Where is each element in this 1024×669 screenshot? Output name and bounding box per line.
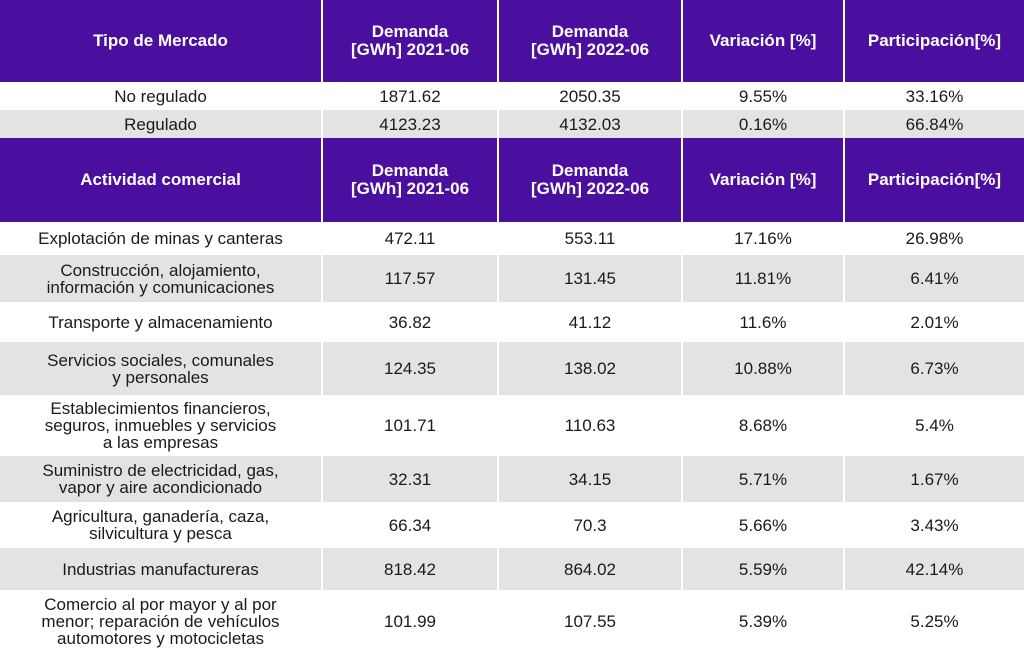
header-share: Participación[%] [844,138,1024,222]
demand-table-image: Tipo de Mercado Demanda [GWh] 2021-06 De… [0,0,1024,669]
share-cell: 3.43% [844,502,1024,548]
share-cell: 5.25% [844,590,1024,653]
header-demand-2021: Demanda [GWh] 2021-06 [322,0,498,82]
header-demand-2022: Demanda [GWh] 2022-06 [498,0,682,82]
demand-2021-cell: 36.82 [322,302,498,342]
share-cell: 5.4% [844,395,1024,456]
row-label: Construcción, alojamiento, información y… [0,255,322,302]
variation-cell: 9.55% [682,82,844,110]
variation-cell: 11.6% [682,302,844,342]
header-share: Participación[%] [844,0,1024,82]
row-label: Industrias manufactureras [0,548,322,590]
variation-cell: 5.59% [682,548,844,590]
variation-cell: 0.16% [682,110,844,138]
header-variation: Variación [%] [682,138,844,222]
demand-2021-cell: 32.31 [322,456,498,502]
demand-2022-cell: 107.55 [498,590,682,653]
row-label: Servicios sociales, comunales y personal… [0,342,322,395]
variation-cell: 17.16% [682,222,844,255]
table-row: Establecimientos financieros, seguros, i… [0,395,1024,456]
demand-2022-cell: 138.02 [498,342,682,395]
row-label: Suministro de electricidad, gas, vapor y… [0,456,322,502]
row-label: No regulado [0,82,322,110]
share-cell: 26.98% [844,222,1024,255]
row-label: Explotación de minas y canteras [0,222,322,255]
demand-2021-cell: 101.99 [322,590,498,653]
demand-table: Tipo de Mercado Demanda [GWh] 2021-06 De… [0,0,1024,653]
market-header-row: Tipo de Mercado Demanda [GWh] 2021-06 De… [0,0,1024,82]
table-row: Comercio al por mayor y al por menor; re… [0,590,1024,653]
row-label: Establecimientos financieros, seguros, i… [0,395,322,456]
table-row: Agricultura, ganadería, caza, silvicultu… [0,502,1024,548]
share-cell: 6.41% [844,255,1024,302]
table-row: Regulado 4123.23 4132.03 0.16% 66.84% [0,110,1024,138]
table-row: Suministro de electricidad, gas, vapor y… [0,456,1024,502]
demand-2021-cell: 117.57 [322,255,498,302]
share-cell: 6.73% [844,342,1024,395]
share-cell: 66.84% [844,110,1024,138]
demand-2022-cell: 41.12 [498,302,682,342]
variation-cell: 5.71% [682,456,844,502]
variation-cell: 10.88% [682,342,844,395]
share-cell: 2.01% [844,302,1024,342]
table-row: Explotación de minas y canteras 472.11 5… [0,222,1024,255]
header-market-type: Tipo de Mercado [0,0,322,82]
table-row: Construcción, alojamiento, información y… [0,255,1024,302]
demand-2022-cell: 70.3 [498,502,682,548]
demand-2021-cell: 4123.23 [322,110,498,138]
row-label: Comercio al por mayor y al por menor; re… [0,590,322,653]
variation-cell: 8.68% [682,395,844,456]
demand-2021-cell: 472.11 [322,222,498,255]
demand-2022-cell: 4132.03 [498,110,682,138]
row-label: Transporte y almacenamiento [0,302,322,342]
share-cell: 42.14% [844,548,1024,590]
header-variation: Variación [%] [682,0,844,82]
row-label: Regulado [0,110,322,138]
table-row: Servicios sociales, comunales y personal… [0,342,1024,395]
header-activity: Actividad comercial [0,138,322,222]
table-row: Industrias manufactureras 818.42 864.02 … [0,548,1024,590]
row-label: Agricultura, ganadería, caza, silvicultu… [0,502,322,548]
demand-2022-cell: 131.45 [498,255,682,302]
demand-2022-cell: 110.63 [498,395,682,456]
demand-2021-cell: 1871.62 [322,82,498,110]
header-demand-2021: Demanda [GWh] 2021-06 [322,138,498,222]
demand-2022-cell: 2050.35 [498,82,682,110]
table-row: Transporte y almacenamiento 36.82 41.12 … [0,302,1024,342]
share-cell: 1.67% [844,456,1024,502]
table-row: No regulado 1871.62 2050.35 9.55% 33.16% [0,82,1024,110]
variation-cell: 11.81% [682,255,844,302]
variation-cell: 5.66% [682,502,844,548]
demand-2021-cell: 66.34 [322,502,498,548]
activity-header-row: Actividad comercial Demanda [GWh] 2021-0… [0,138,1024,222]
demand-2021-cell: 124.35 [322,342,498,395]
header-demand-2022: Demanda [GWh] 2022-06 [498,138,682,222]
demand-2022-cell: 864.02 [498,548,682,590]
demand-2021-cell: 818.42 [322,548,498,590]
demand-2021-cell: 101.71 [322,395,498,456]
demand-2022-cell: 34.15 [498,456,682,502]
demand-2022-cell: 553.11 [498,222,682,255]
variation-cell: 5.39% [682,590,844,653]
share-cell: 33.16% [844,82,1024,110]
